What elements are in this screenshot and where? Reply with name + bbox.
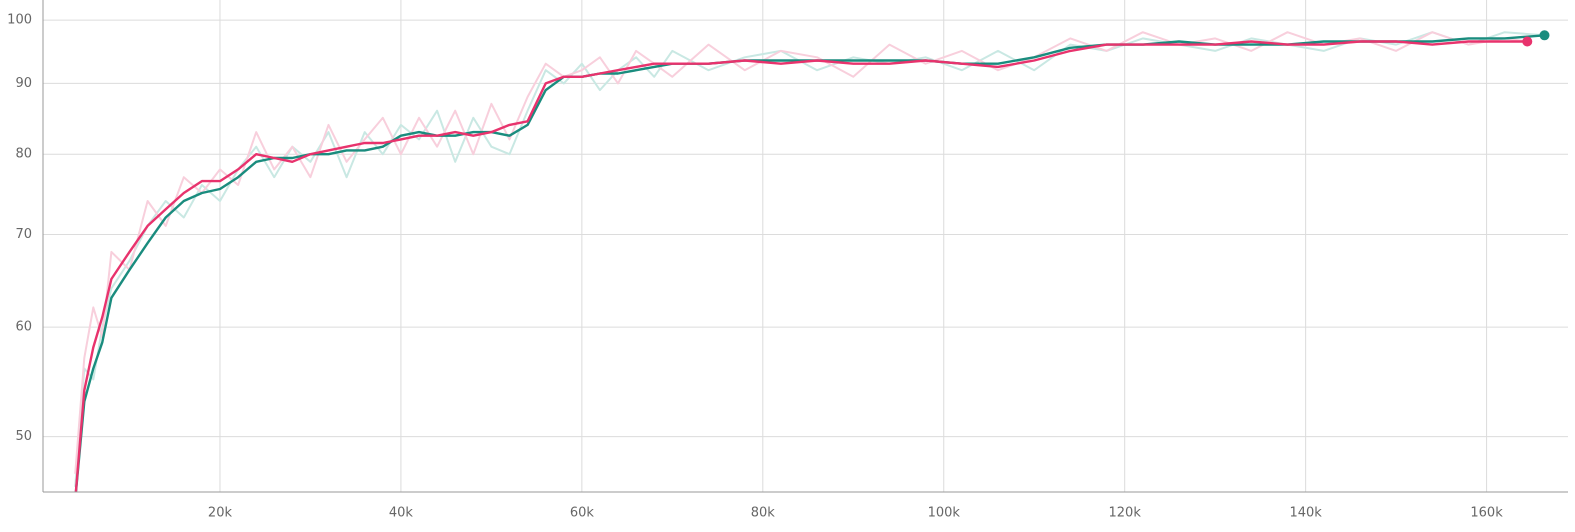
x-tick-label: 20k <box>208 506 233 521</box>
x-tick-label: 120k <box>1109 506 1142 521</box>
grid <box>43 0 1568 492</box>
series-line <box>74 31 1528 474</box>
x-tick-label: 60k <box>570 506 595 521</box>
end-marker <box>1539 30 1550 41</box>
x-tick-label: 40k <box>389 506 414 521</box>
y-tick-label: 90 <box>15 76 32 91</box>
y-tick-label: 80 <box>15 147 32 162</box>
x-tick-label: 80k <box>751 506 776 521</box>
series-line <box>74 31 1545 487</box>
y-tick-label: 70 <box>15 227 32 242</box>
x-tick-label: 160k <box>1470 506 1503 521</box>
end-marker <box>1522 36 1533 47</box>
x-tick-label: 100k <box>928 506 961 521</box>
plot-area <box>74 31 1545 492</box>
y-tick-label: 60 <box>15 320 32 335</box>
x-tick-label: 140k <box>1289 506 1322 521</box>
series-line <box>74 34 1545 492</box>
series-line <box>74 40 1528 492</box>
y-tick-label: 100 <box>7 13 32 28</box>
y-tick-label: 50 <box>15 429 32 444</box>
